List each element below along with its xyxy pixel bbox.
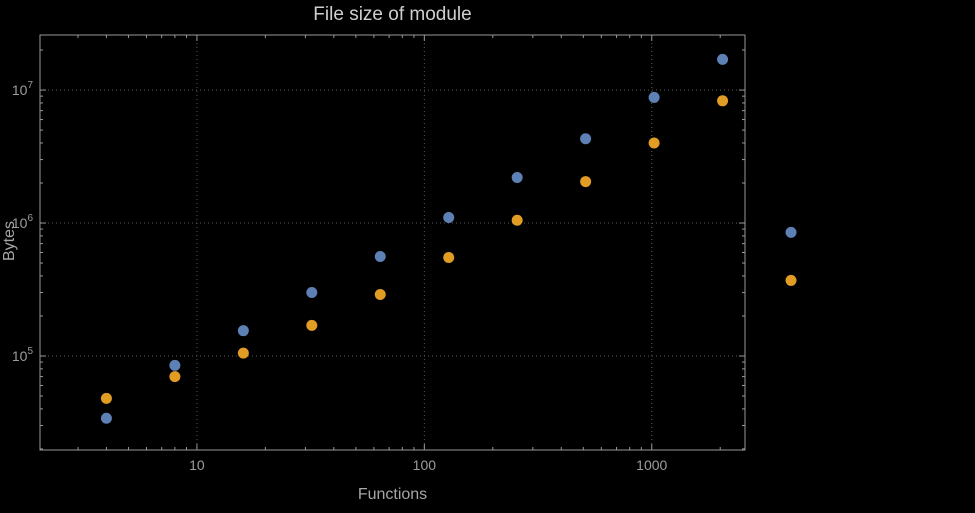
- data-point-blue: [785, 226, 797, 238]
- y-tick-label: 106: [12, 213, 34, 231]
- data-point-orange: [306, 319, 318, 331]
- data-point-blue: [580, 133, 592, 145]
- data-point-blue: [306, 287, 318, 299]
- plot-frame: [39, 34, 746, 451]
- data-point-blue: [237, 325, 249, 337]
- data-point-orange: [511, 214, 523, 226]
- data-point-orange: [443, 252, 455, 264]
- x-tick-label: 100: [413, 457, 437, 473]
- y-axis-label: Bytes: [1, 220, 18, 262]
- x-tick-label: 1000: [636, 457, 667, 473]
- data-point-blue: [169, 359, 181, 371]
- data-point-orange: [374, 289, 386, 301]
- data-point-blue: [648, 91, 660, 103]
- data-point-orange: [648, 137, 660, 149]
- x-tick-label: 10: [189, 457, 205, 473]
- y-tick-label: 105: [12, 346, 34, 364]
- y-tick-label: 107: [12, 80, 34, 98]
- data-point-blue: [717, 53, 729, 65]
- data-point-orange: [169, 371, 181, 383]
- data-point-blue: [511, 171, 523, 183]
- chart-title: File size of module: [313, 4, 472, 25]
- data-point-blue: [100, 412, 112, 424]
- data-point-orange: [237, 347, 249, 359]
- data-point-orange: [100, 392, 112, 404]
- data-point-blue: [374, 251, 386, 263]
- data-point-orange: [580, 176, 592, 188]
- data-point-blue: [443, 212, 455, 224]
- data-point-orange: [717, 95, 729, 107]
- x-axis-label: Functions: [357, 486, 428, 503]
- data-point-orange: [785, 274, 797, 286]
